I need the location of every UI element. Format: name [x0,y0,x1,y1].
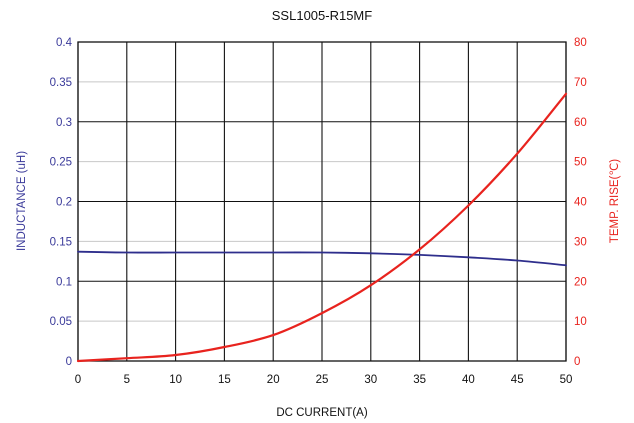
temp-rise-line [76,92,568,363]
y-left-tick-label: 0.2 [56,197,72,209]
y-left-tick-label: 0.4 [56,37,73,49]
x-axis-title: DC CURRENT(A) [276,407,368,419]
plot-frame [77,41,567,362]
y-right-tick-label: 0 [574,356,580,368]
x-tick-label: 40 [462,374,475,386]
series-lines [76,92,568,363]
y-left-tick-label: 0.35 [50,77,72,89]
y-left-tick-label: 0.1 [56,276,72,288]
grid [77,41,567,362]
y-axis-left-title: INDUCTANCE (uH) [16,151,28,251]
x-tick-label: 20 [267,374,280,386]
y-right-tick-label: 50 [574,157,587,169]
y-left-tick-label: 0.25 [50,157,72,169]
x-tick-label: 30 [364,374,377,386]
y-left-tick-label: 0.05 [50,316,72,328]
y-right-tick-label: 10 [574,316,587,328]
y-right-tick-label: 80 [574,37,587,49]
x-tick-label: 45 [511,374,524,386]
x-tick-label: 15 [218,374,231,386]
y-left-tick-label: 0.3 [56,117,72,129]
y-left-tick-label: 0.15 [50,236,72,248]
y-right-tick-label: 70 [574,77,587,89]
x-tick-label: 25 [316,374,329,386]
y-left-tick-label: 0 [66,356,72,368]
chart-title: SSL1005-R15MF [272,8,372,23]
y-right-tick-label: 40 [574,197,587,209]
y-right-tick-label: 30 [574,236,587,248]
y-right-tick-label: 60 [574,117,587,129]
x-tick-label: 0 [75,374,81,386]
inductance-line [77,250,567,267]
y-axis-right-title: TEMP. RISE(℃) [609,159,621,243]
x-tick-label: 50 [560,374,573,386]
x-tick-label: 5 [124,374,130,386]
x-tick-label: 10 [169,374,182,386]
x-tick-label: 35 [413,374,426,386]
y-right-tick-label: 20 [574,276,587,288]
tick-labels: 00.050.10.150.20.250.30.350.401020304050… [50,37,587,386]
